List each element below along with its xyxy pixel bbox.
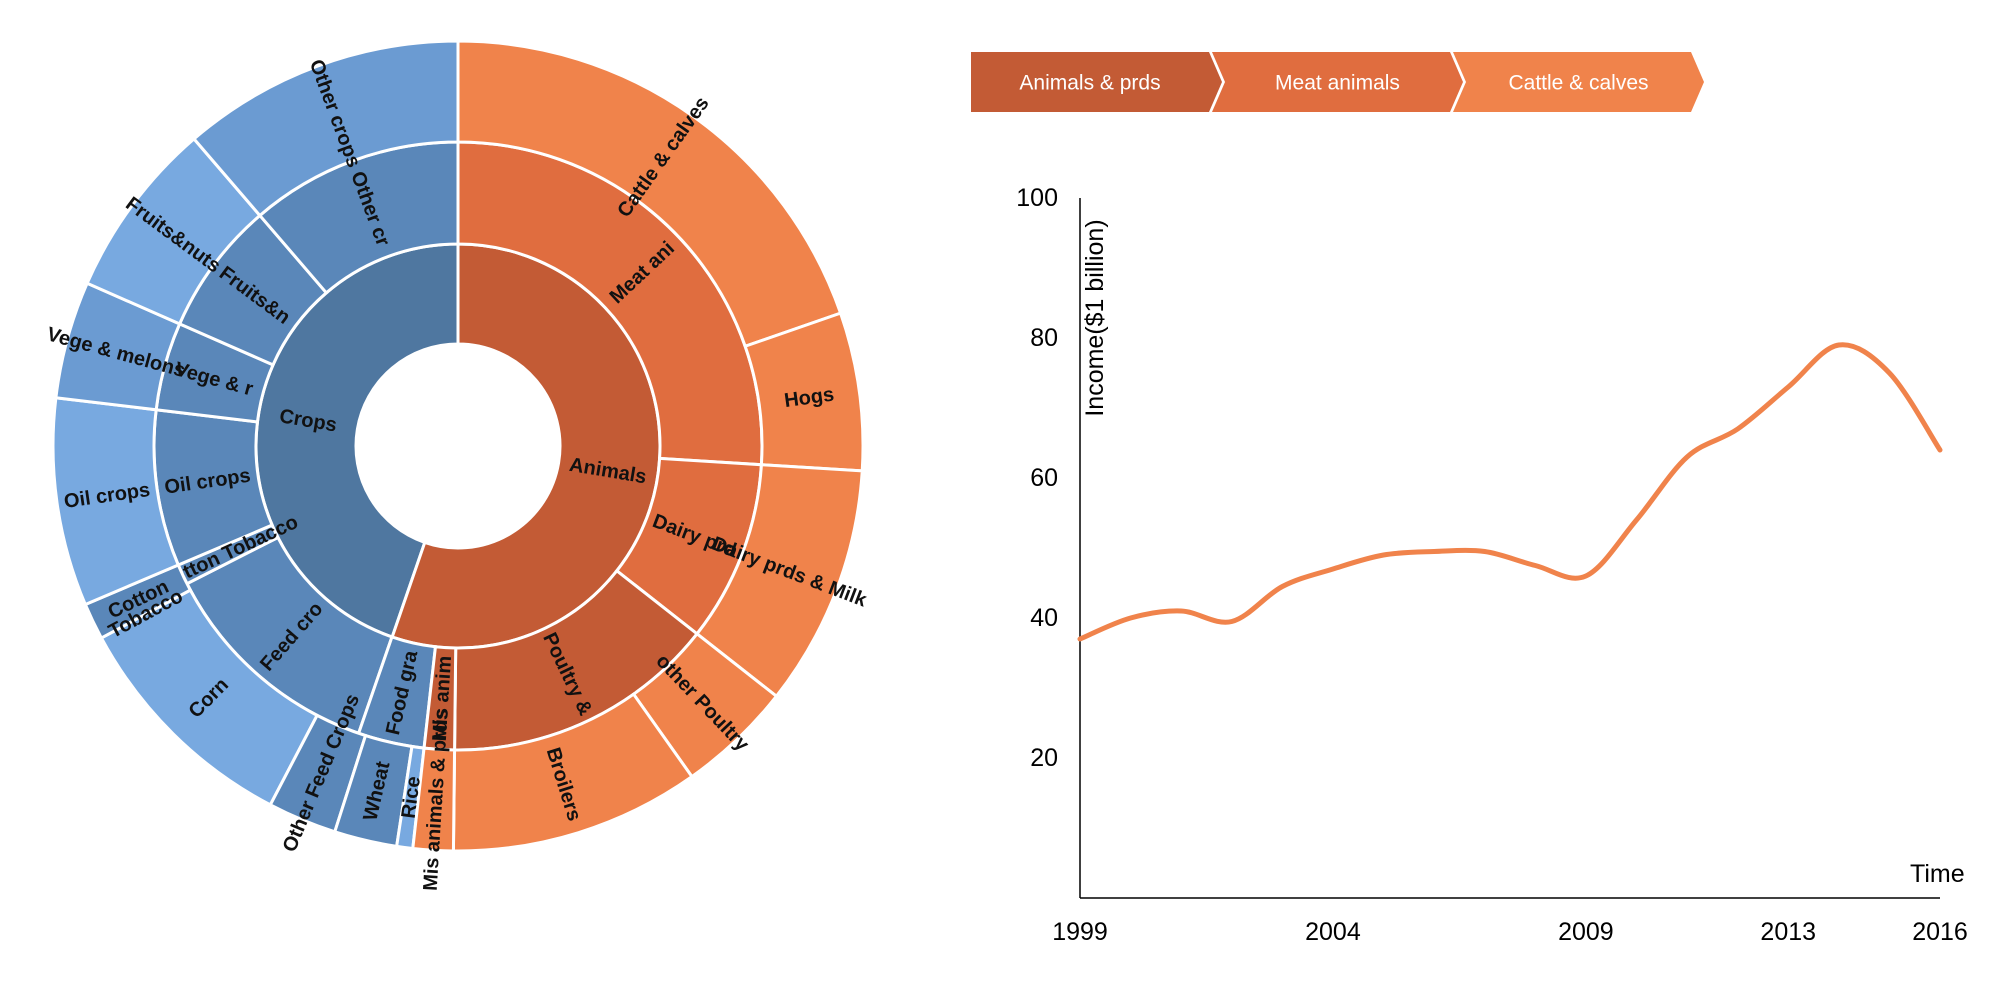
breadcrumb-label: Meat animals [1275, 72, 1400, 95]
segment-wheat[interactable] [332, 733, 414, 849]
segment-other-feed-crops[interactable] [268, 713, 368, 834]
x-axis-title: Time [1910, 860, 1965, 888]
tick-labels: 20 40 60 80 100 1999 2004 2009 2013 2016 [1016, 184, 1968, 946]
x-tick-label: 2009 [1558, 918, 1614, 946]
y-tick-label: 80 [1030, 324, 1058, 352]
breadcrumb-item-cattle-calves[interactable] [1453, 52, 1704, 112]
y-axis-title: Income($1 billion) [1081, 219, 1109, 416]
x-tick-label: 2013 [1760, 918, 1816, 946]
x-tick-label: 2004 [1305, 918, 1361, 946]
axes [1079, 198, 1940, 899]
series-group [1077, 342, 1943, 642]
breadcrumb-item-animals-prds[interactable] [971, 52, 1222, 112]
breadcrumb-label: Animals & prds [1019, 72, 1160, 95]
segment-mis-animals-prds[interactable] [411, 746, 457, 853]
y-tick-label: 60 [1030, 464, 1058, 492]
y-tick-label: 40 [1030, 604, 1058, 632]
line-chart: 20 40 60 80 100 1999 2004 2009 2013 2016 Income($… [1016, 184, 1968, 946]
segment-label-mis-anim: Mis anim [429, 655, 456, 742]
breadcrumb-item-meat-animals[interactable] [1212, 52, 1463, 112]
x-tick-label: 1999 [1052, 918, 1108, 946]
breadcrumb-label: Cattle & calves [1508, 72, 1648, 95]
y-tick-label: 100 [1016, 184, 1058, 212]
breadcrumb: Animals & prds Meat animals Cattle & calve… [971, 52, 1704, 112]
x-tick-label: 2016 [1912, 918, 1968, 946]
y-tick-label: 20 [1030, 744, 1058, 772]
series-line-0 [1077, 342, 1943, 642]
